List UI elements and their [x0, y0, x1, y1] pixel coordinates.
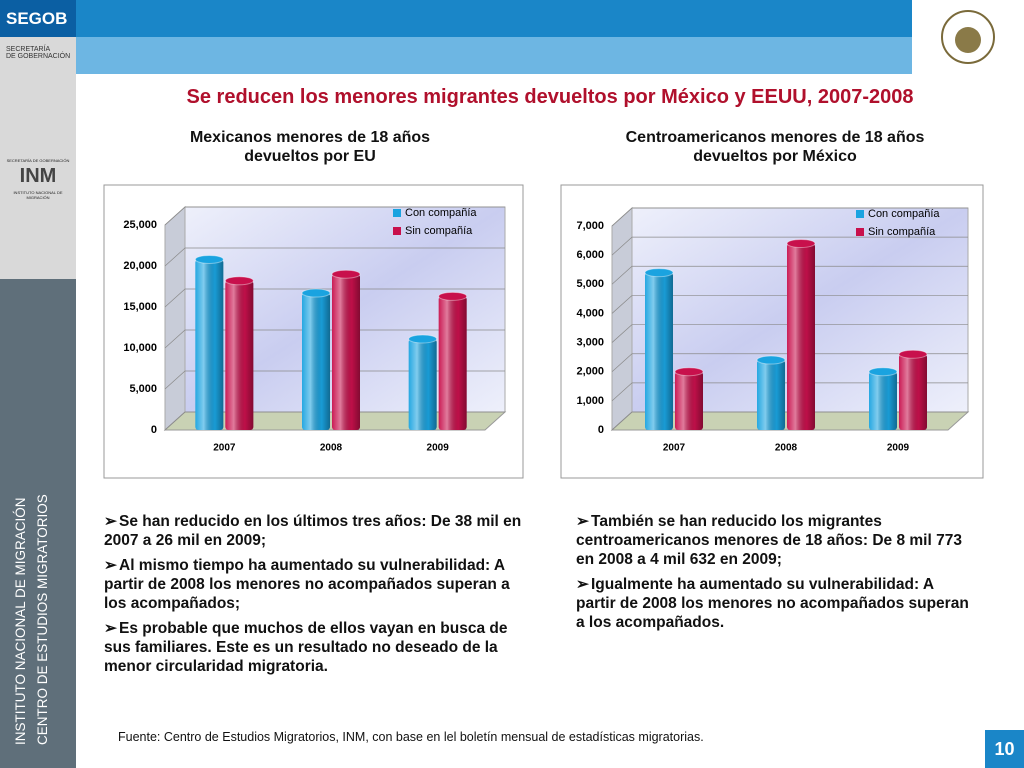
legend-swatch — [393, 209, 401, 217]
grid-line — [164, 329, 505, 349]
bar-top — [868, 367, 898, 377]
y-tick-label: 6,000 — [576, 249, 604, 261]
sidebar-light — [0, 37, 76, 279]
grid-line — [611, 236, 968, 256]
sidebar-dark — [0, 279, 76, 768]
grid-line — [611, 265, 968, 285]
y-tick-label: 20,000 — [123, 260, 157, 272]
y-tick-label: 5,000 — [129, 383, 157, 395]
side-wall — [164, 205, 186, 432]
bar-shine — [438, 296, 467, 430]
y-tick-label: 7,000 — [576, 220, 604, 232]
bar-shine — [899, 354, 927, 430]
bar-shine — [675, 371, 703, 430]
bullet: Se han reducido en los últimos tres años… — [104, 512, 529, 550]
logo-top: SECRETARÍA DE GOBERNACIÓN — [6, 158, 70, 163]
bar-shine — [787, 243, 815, 430]
x-tick-label: 2008 — [775, 443, 798, 454]
grid-line — [164, 288, 505, 308]
grid-line — [164, 247, 505, 267]
logo-mark: INM — [19, 165, 57, 187]
y-tick-label: 0 — [151, 424, 157, 436]
grid-line — [611, 353, 968, 372]
y-tick-label: 3,000 — [576, 336, 604, 348]
x-tick-label: 2007 — [663, 443, 686, 454]
seal-area — [912, 0, 1024, 74]
bar-top — [756, 355, 786, 365]
bar-shine — [757, 360, 785, 430]
bar-top — [408, 334, 438, 344]
legend-label: Con compañía — [405, 207, 477, 219]
y-tick-label: 1,000 — [576, 395, 604, 407]
y-tick-label: 10,000 — [123, 342, 157, 354]
bar-shine — [225, 280, 254, 430]
bar-top — [224, 276, 254, 286]
x-tick-label: 2009 — [887, 443, 910, 454]
grid-line — [611, 382, 968, 402]
bar-shine — [302, 293, 330, 430]
x-tick-label: 2009 — [427, 443, 450, 454]
grid-line — [164, 411, 505, 431]
grid-line — [611, 411, 968, 431]
bar-top — [898, 349, 928, 359]
brand-box — [0, 0, 76, 37]
page-number: 10 — [985, 730, 1024, 768]
ministry-line: DE GOBERNACIÓN — [6, 53, 71, 60]
bar-top — [644, 268, 674, 278]
grid-line — [611, 295, 968, 314]
ministry: SECRETARÍA DE GOBERNACIÓN — [6, 46, 70, 60]
bullet: Igualmente ha aumentado su vulnerabilida… — [576, 575, 971, 632]
legend-label: Sin compañía — [405, 225, 473, 237]
bar-top — [301, 288, 331, 298]
bar-shine — [332, 274, 360, 430]
bullets-left: Se han reducido en los últimos tres años… — [104, 512, 529, 682]
bullets-right: También se han reducido los migrantes ce… — [576, 512, 971, 638]
bar-shine — [195, 259, 224, 430]
legend-label: Con compañía — [868, 208, 940, 220]
top-bar-light — [76, 37, 912, 74]
bar-shine — [645, 272, 673, 430]
bar-shine — [869, 371, 897, 430]
legend-swatch — [856, 210, 864, 218]
grid-line — [164, 370, 505, 390]
grid-line — [611, 207, 968, 227]
x-tick-label: 2007 — [213, 443, 236, 454]
legend-swatch — [856, 228, 864, 236]
bar-top — [674, 367, 704, 377]
bar-shine — [408, 338, 437, 430]
y-tick-label: 4,000 — [576, 307, 604, 319]
logo-bottom: INSTITUTO NACIONAL DE MIGRACIÓN — [13, 190, 63, 200]
footnote: Fuente: Centro de Estudios Migratorios, … — [118, 730, 704, 744]
grid-line — [611, 324, 968, 343]
bar-top — [438, 291, 468, 301]
grid-line — [164, 206, 505, 226]
legend-label: Sin compañía — [868, 226, 936, 238]
y-tick-label: 15,000 — [123, 301, 157, 313]
bar-top — [194, 254, 224, 264]
chart-title: Mexicanos menores de 18 años devueltos p… — [189, 129, 431, 165]
ministry-line: SECRETARÍA — [6, 46, 51, 53]
seal — [941, 10, 995, 64]
brand: SEGOB — [6, 9, 68, 28]
y-tick-label: 5,000 — [576, 278, 604, 290]
bullet: También se han reducido los migrantes ce… — [576, 512, 971, 569]
bar-top — [786, 238, 816, 248]
inm-logo: SECRETARÍA DE GOBERNACIÓN INM INSTITUTO … — [6, 158, 70, 200]
bullet: Es probable que muchos de ellos vayan en… — [104, 619, 529, 676]
x-tick-label: 2008 — [320, 443, 343, 454]
y-tick-label: 2,000 — [576, 366, 604, 378]
y-tick-label: 0 — [598, 424, 604, 436]
top-bar — [0, 0, 912, 37]
legend-swatch — [393, 227, 401, 235]
side-wall — [611, 206, 633, 432]
chart-title: Centroamericanos menores de 18 años devu… — [625, 129, 925, 165]
slide-title: Se reducen los menores migrantes devuelt… — [186, 86, 914, 108]
y-tick-label: 25,000 — [123, 219, 157, 231]
bar-top — [331, 269, 361, 279]
bullet: Al mismo tiempo ha aumentado su vulnerab… — [104, 556, 529, 613]
